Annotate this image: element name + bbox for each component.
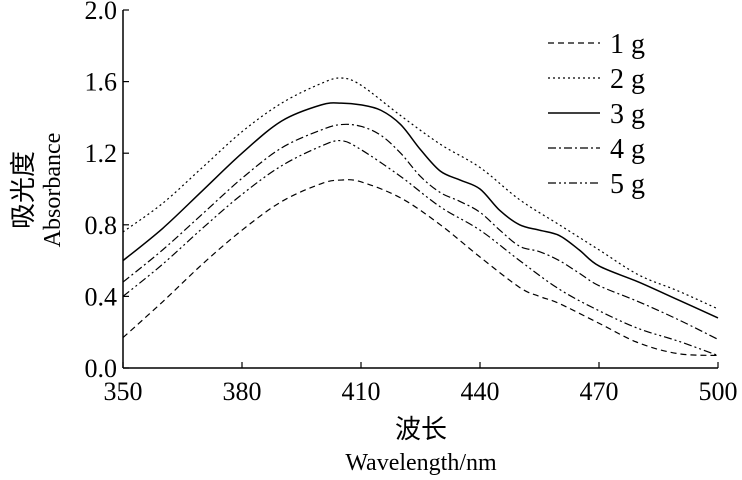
legend-label: 3 g — [610, 99, 645, 130]
x-axis-label-cn: 波长 — [395, 415, 447, 444]
series-line-2g — [122, 77, 719, 310]
y-axis-label-cn: 吸光度 — [9, 151, 38, 229]
y-tick-label: 1.2 — [85, 139, 118, 168]
legend-label: 2 g — [610, 64, 645, 95]
axes: 350 380 410 440 470 500 0.0 0.4 0.8 1.2 1.6 2.0 — [85, 0, 738, 406]
series-line-3g — [122, 102, 719, 319]
series-line-4g — [122, 123, 719, 340]
y-axis-label: Absorbance — [40, 133, 66, 248]
x-tick-label: 500 — [699, 377, 738, 406]
y-tick-label: 0.0 — [85, 354, 118, 383]
series-line-1g — [122, 179, 719, 357]
y-tick-label: 0.8 — [85, 211, 118, 240]
series-lines — [122, 77, 719, 357]
x-axis-label: Wavelength/nm — [345, 450, 497, 476]
x-tick-label: 380 — [223, 377, 262, 406]
x-tick-label: 410 — [342, 377, 381, 406]
legend-label: 5 g — [610, 169, 645, 200]
legend-label: 4 g — [610, 134, 645, 165]
x-tick-label: 470 — [580, 377, 619, 406]
y-tick-label: 2.0 — [85, 0, 118, 25]
y-tick-label: 0.4 — [85, 282, 118, 311]
series-line-5g — [122, 139, 719, 357]
legend: 1 g 2 g 3 g 4 g 5 g — [548, 29, 645, 200]
legend-label: 1 g — [610, 29, 645, 60]
y-tick-label: 1.6 — [85, 68, 118, 97]
x-tick-label: 440 — [461, 377, 500, 406]
x-tick-label: 350 — [104, 377, 143, 406]
